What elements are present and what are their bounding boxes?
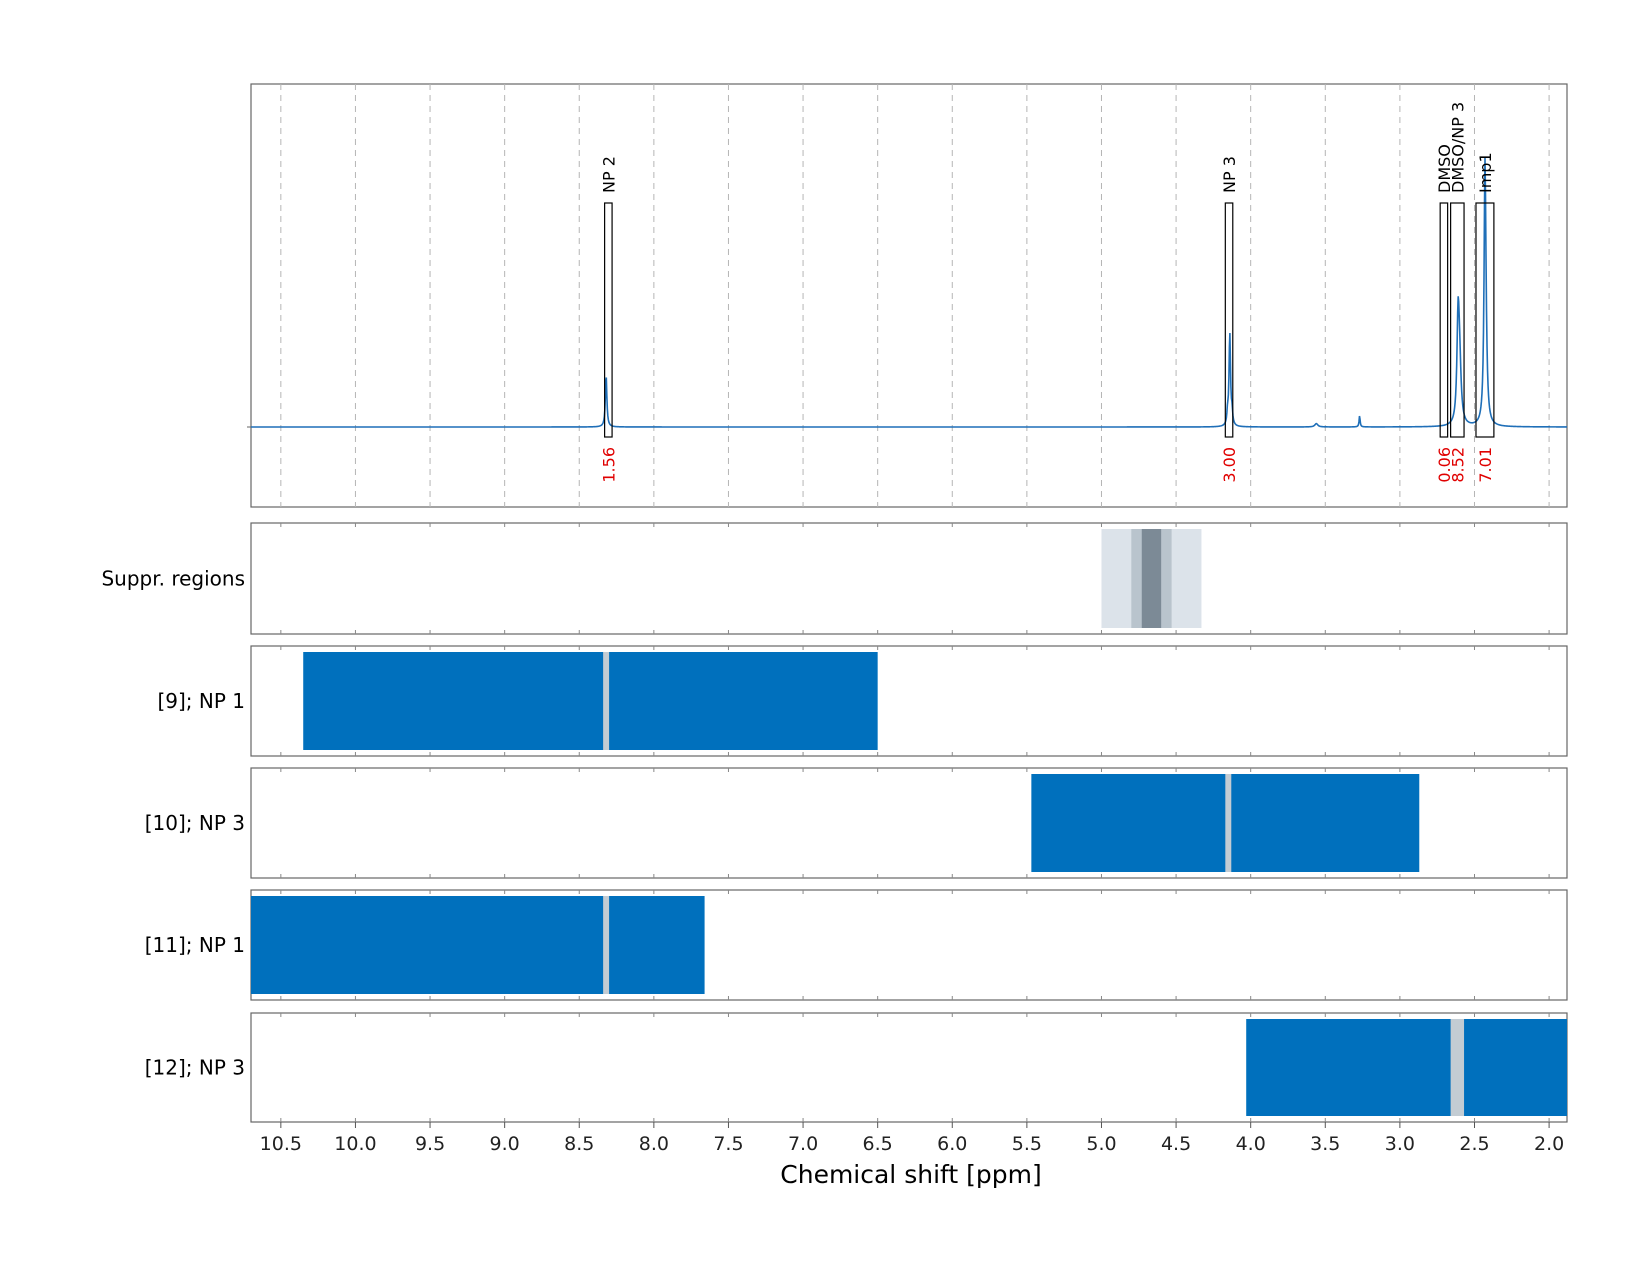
- annotation-box: [1450, 202, 1465, 438]
- annotation-label: Imp1: [1476, 152, 1495, 193]
- annotation-label: DMSO/NP 3: [1448, 102, 1467, 193]
- region-row: Suppr. regions: [101, 522, 1568, 635]
- row-label: Suppr. regions: [101, 567, 245, 591]
- row-label: [12]; NP 3: [145, 1056, 245, 1080]
- x-tick-label: 6.5: [863, 1133, 893, 1155]
- x-tick-label: 7.5: [713, 1133, 743, 1155]
- spectrum-panel: NP 2 1.56 NP 3 3.00 DMSO 0.06 DMSO/NP 3 8.52 Imp…: [247, 83, 1568, 508]
- x-tick-label: 2.0: [1534, 1133, 1564, 1155]
- region-row: [11]; NP 1: [145, 889, 1568, 1001]
- integral-value: 0.06: [1435, 447, 1454, 483]
- x-tick-label: 3.0: [1385, 1133, 1415, 1155]
- integral-value: 1.56: [599, 447, 618, 483]
- x-tick-label: 10.0: [334, 1133, 376, 1155]
- x-tick-label: 4.0: [1236, 1133, 1266, 1155]
- annotation-label: NP 2: [599, 156, 618, 193]
- region-band: [1246, 1019, 1567, 1116]
- x-axis-title: Chemical shift [ppm]: [780, 1160, 1041, 1189]
- row-frame: [250, 522, 1568, 635]
- region-row: [10]; NP 3: [145, 767, 1568, 879]
- x-tick-label: 8.0: [639, 1133, 669, 1155]
- x-tick-label: 4.5: [1161, 1133, 1191, 1155]
- x-tick-label: 8.5: [564, 1133, 594, 1155]
- region-marker: [603, 652, 610, 750]
- region-row: [9]; NP 1: [157, 645, 1568, 757]
- row-label: [11]; NP 1: [145, 933, 245, 957]
- integral-value: 3.00: [1220, 447, 1239, 483]
- row-label: [9]; NP 1: [157, 689, 245, 713]
- x-tick-label: 2.5: [1459, 1133, 1489, 1155]
- annotation-label: DMSO: [1435, 144, 1454, 193]
- integral-value: 8.52: [1448, 447, 1467, 483]
- region-band: [1141, 529, 1162, 628]
- row-label: [10]; NP 3: [145, 811, 245, 835]
- annotation-box: [1475, 202, 1495, 438]
- x-tick-label: 5.0: [1086, 1133, 1116, 1155]
- x-tick-label: 7.0: [788, 1133, 818, 1155]
- region-row: [12]; NP 3: [145, 1012, 1568, 1123]
- x-tick-label: 9.0: [490, 1133, 520, 1155]
- x-axis: 10.5 10.0 9.5 9.0 8.5 8.0 7.5 7.0 6.5 6.0 5.5 5.0 4.…: [260, 1122, 1564, 1155]
- integral-value: 7.01: [1476, 447, 1495, 483]
- x-tick-label: 10.5: [260, 1133, 302, 1155]
- region-marker: [1225, 774, 1232, 872]
- annotation-label: NP 3: [1220, 156, 1239, 193]
- x-tick-label: 3.5: [1310, 1133, 1340, 1155]
- spectrum-frame: [250, 83, 1568, 508]
- spectrum-line: [251, 157, 1567, 428]
- region-marker: [603, 896, 610, 994]
- annotation-box: [1439, 202, 1449, 438]
- x-tick-label: 5.5: [1012, 1133, 1042, 1155]
- x-tick-label: 9.5: [415, 1133, 445, 1155]
- region-band: [303, 652, 878, 750]
- region-rows: Suppr. regions [9]; NP 1 [10]; NP 3 [11]; N…: [101, 522, 1568, 1123]
- region-band: [251, 896, 705, 994]
- region-marker: [1450, 1019, 1465, 1116]
- x-tick-label: 6.0: [937, 1133, 967, 1155]
- annotation-box: [1224, 202, 1234, 438]
- annotation-box: [604, 202, 613, 438]
